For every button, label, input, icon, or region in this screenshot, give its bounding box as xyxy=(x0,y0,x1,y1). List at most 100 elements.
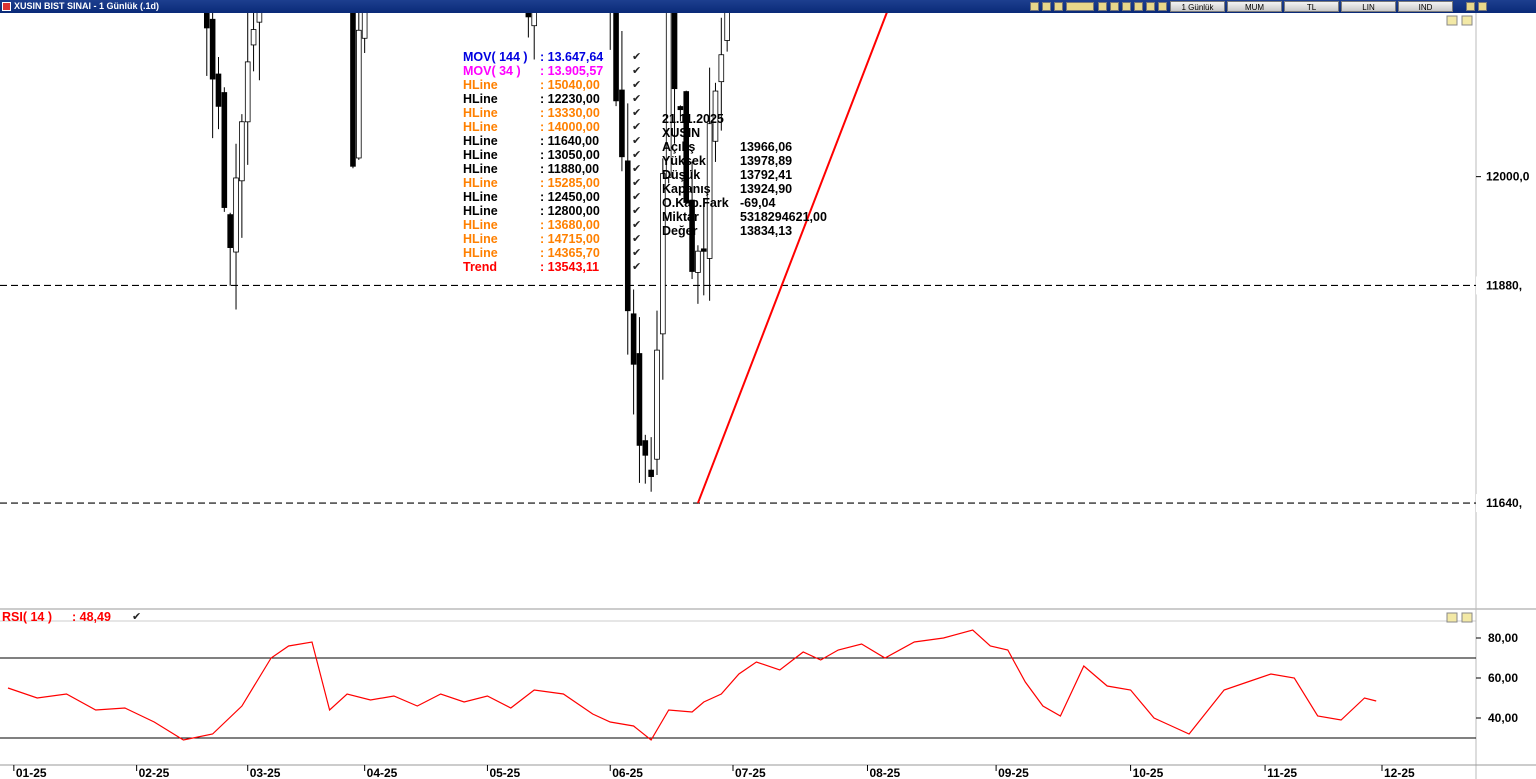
indicator-button[interactable]: IND xyxy=(1398,1,1453,12)
candle-body xyxy=(361,13,368,39)
legend-value: : 13330,00 xyxy=(540,106,600,120)
legend-value: : 13.647,64 xyxy=(540,50,604,64)
x-tick-label: 08-25 xyxy=(869,766,900,779)
legend-check-icon[interactable]: ✔ xyxy=(632,79,642,91)
rsi-tick-label: 80,00 xyxy=(1488,631,1518,645)
legend-check-icon[interactable]: ✔ xyxy=(632,51,642,63)
info-value: 13978,89 xyxy=(740,154,793,168)
x-tick-label: 10-25 xyxy=(1133,766,1164,779)
candle-body xyxy=(203,13,210,29)
legend-name: HLine xyxy=(463,190,498,204)
settings-icon[interactable] xyxy=(1122,2,1131,11)
candle-body xyxy=(718,54,725,83)
candle-body xyxy=(356,29,362,159)
legend-check-icon[interactable]: ✔ xyxy=(632,247,642,259)
info-row: Yüksek 13978,89 xyxy=(662,154,792,168)
legend-check-icon[interactable]: ✔ xyxy=(632,135,642,147)
x-tick-label: 12-25 xyxy=(1384,766,1415,779)
legend-check-icon[interactable]: ✔ xyxy=(632,177,642,189)
legend-name: HLine xyxy=(463,106,498,120)
app-icon xyxy=(2,2,11,11)
hline-tag-label: 11640, xyxy=(1486,496,1522,510)
currency-button[interactable]: TL xyxy=(1284,1,1339,12)
legend-name: MOV( 144 ) xyxy=(463,50,528,64)
rsi-line xyxy=(7,629,1377,741)
candle-body xyxy=(660,173,666,335)
hline-tag-bg xyxy=(1476,494,1536,513)
legend-check-icon[interactable]: ✔ xyxy=(632,233,642,245)
x-tick-label: 11-25 xyxy=(1267,766,1297,779)
rsi-series xyxy=(0,629,1476,741)
zoom-in-icon[interactable] xyxy=(1030,2,1039,11)
legend-name: MOV( 34 ) xyxy=(463,64,521,78)
candle-body xyxy=(648,469,654,477)
candle-body xyxy=(683,91,690,203)
candle-body xyxy=(350,13,356,167)
trendline xyxy=(696,13,888,504)
x-tick-label: 05-25 xyxy=(489,766,520,779)
candle-body xyxy=(239,121,245,182)
legend-value: : 13.905,57 xyxy=(540,64,604,78)
legend-check-icon[interactable]: ✔ xyxy=(632,93,642,105)
zoom-out-icon[interactable] xyxy=(1042,2,1051,11)
info-row: Açılış 13966,06 xyxy=(662,140,792,154)
info-label: Düşük xyxy=(662,168,701,182)
legend-check-icon[interactable]: ✔ xyxy=(632,121,642,133)
info-label: 21.11.2025 xyxy=(662,112,724,126)
candle-body xyxy=(695,250,701,273)
candle-body xyxy=(689,199,695,272)
x-tick-label: 01-25 xyxy=(16,766,47,779)
color-icon[interactable] xyxy=(1134,2,1143,11)
legend-value: : 11640,00 xyxy=(540,134,600,148)
panel-frames xyxy=(0,13,1536,779)
scale-button[interactable]: LIN xyxy=(1341,1,1396,12)
legend-check-icon[interactable]: ✔ xyxy=(632,65,642,77)
hline-grid xyxy=(0,284,1476,504)
grid-icon[interactable] xyxy=(1098,2,1107,11)
chart-type-button[interactable]: MUM xyxy=(1227,1,1282,12)
candle-body xyxy=(227,214,233,248)
legend-check-icon[interactable]: ✔ xyxy=(632,191,642,203)
info-label: Miktar xyxy=(662,210,699,224)
candle-body xyxy=(665,13,672,178)
crosshair-icon[interactable] xyxy=(1110,2,1119,11)
info-row: Düşük 13792,41 xyxy=(662,168,792,182)
legend-check-icon[interactable]: ✔ xyxy=(632,107,642,119)
x-tick-label: 03-25 xyxy=(250,766,281,779)
legend-value: : 15285,00 xyxy=(540,176,600,190)
legend-check-icon[interactable]: ✔ xyxy=(632,163,642,175)
maximize-icon[interactable] xyxy=(1478,2,1487,11)
draw-icon[interactable] xyxy=(1054,2,1063,11)
info-value: 13924,90 xyxy=(740,182,793,196)
legend-name: HLine xyxy=(463,148,498,162)
minimize-icon[interactable] xyxy=(1466,2,1475,11)
print-icon[interactable] xyxy=(1146,2,1155,11)
hline-tag-bg xyxy=(1476,276,1536,295)
info-value: 13834,13 xyxy=(740,224,793,238)
save-icon[interactable] xyxy=(1158,2,1167,11)
candle-body xyxy=(215,73,222,107)
chart-canvas[interactable]: 12000,011880,11640,13924,13543,80,0060,0… xyxy=(0,13,1536,779)
rsi-check-icon[interactable]: ✔ xyxy=(132,611,142,623)
legend-name: HLine xyxy=(463,92,498,106)
candle-body xyxy=(619,89,625,158)
legend-value: : 14000,00 xyxy=(540,120,600,134)
legend-check-icon[interactable]: ✔ xyxy=(632,205,642,217)
panel-close-icon xyxy=(1461,15,1473,26)
x-axis: 01-25 02-25 03-25 04-25 05-25 06-25 07-25 08-25… xyxy=(13,765,1415,779)
info-value: 5318294621,00 xyxy=(740,210,827,224)
info-row: 21.11.2025 xyxy=(662,112,724,126)
toolbar-field-icon[interactable] xyxy=(1066,2,1094,11)
legend-value: : 12450,00 xyxy=(540,190,600,204)
period-button[interactable]: 1 Günlük xyxy=(1170,1,1225,12)
legend-name: HLine xyxy=(463,162,498,176)
legend-check-icon[interactable]: ✔ xyxy=(632,261,642,273)
rsi-tick-label: 40,00 xyxy=(1488,711,1518,725)
legend-name: HLine xyxy=(463,78,498,92)
candle-body xyxy=(642,440,649,456)
candle-body xyxy=(613,13,619,102)
legend-check-icon[interactable]: ✔ xyxy=(632,219,642,231)
legend-check-icon[interactable]: ✔ xyxy=(632,149,642,161)
candle-body xyxy=(244,61,251,123)
legend-value: : 14715,00 xyxy=(540,232,600,246)
